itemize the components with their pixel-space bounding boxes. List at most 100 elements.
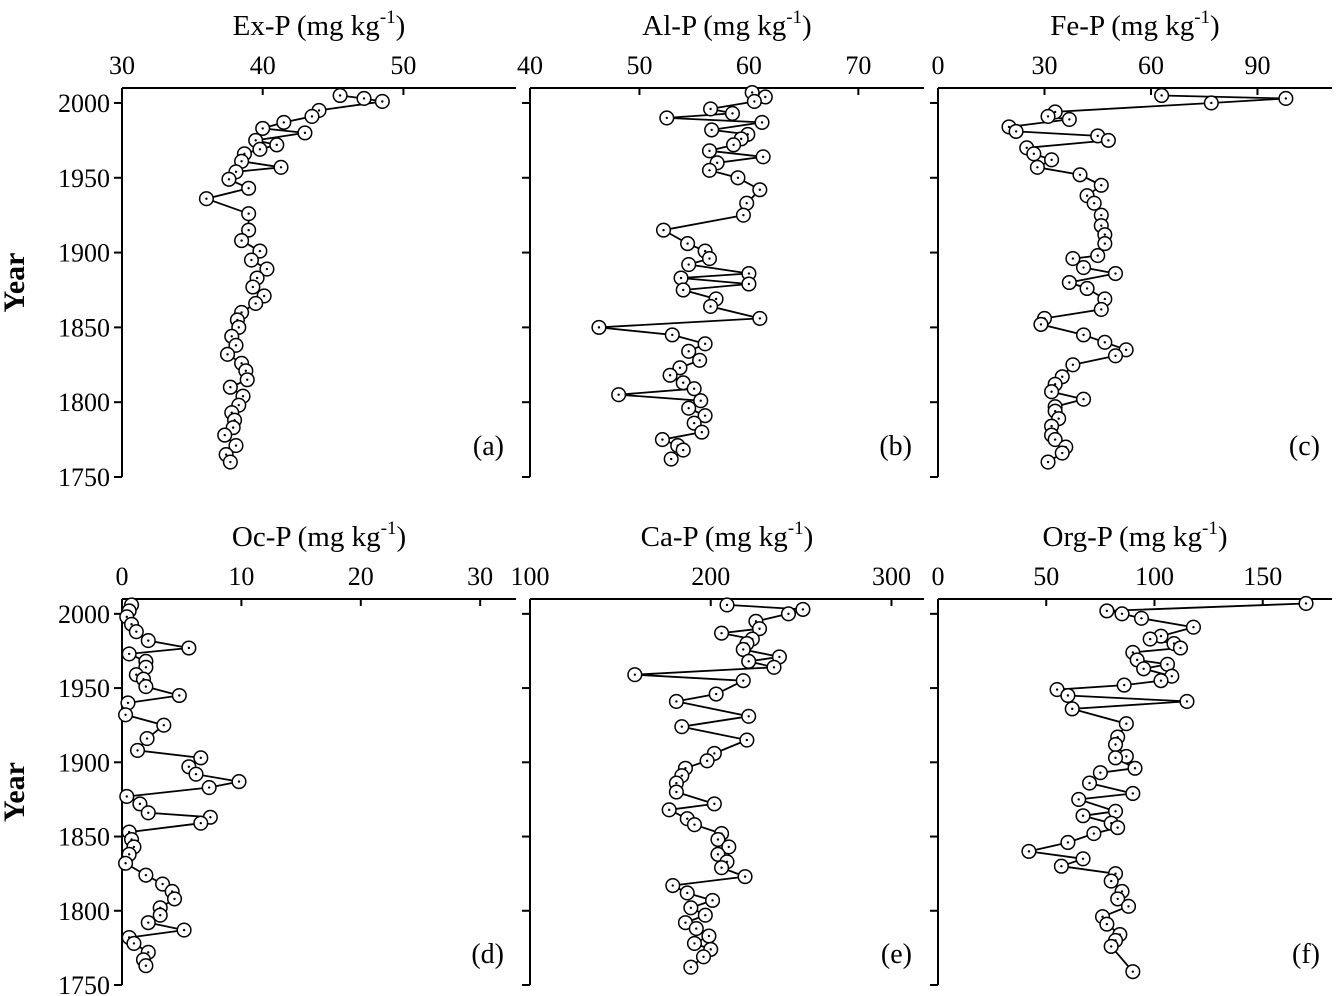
panel-title-f: Org-P (mg kg-1) [1043, 518, 1228, 553]
panel-title-d: Oc-P (mg kg-1) [232, 518, 406, 553]
data-point-b [746, 93, 762, 110]
x-tick-label-b: 40 [517, 51, 543, 80]
data-point-e [735, 673, 751, 689]
data-point-d [118, 855, 134, 871]
data-point-b [675, 442, 691, 458]
data-point-e [699, 753, 715, 769]
data-point-a [198, 191, 214, 207]
data-point-f [1116, 677, 1132, 693]
data-point-b [692, 352, 708, 368]
data-point-a [241, 222, 257, 238]
y-tick-label-a: 1900 [58, 239, 110, 268]
data-point-e [695, 949, 712, 965]
data-point-b [672, 360, 688, 376]
data-point-c [1040, 454, 1056, 470]
data-point-b [701, 162, 718, 178]
data-point-b [752, 310, 768, 326]
data-point-d [138, 679, 154, 695]
data-point-e [780, 606, 796, 622]
data-point-b [694, 424, 710, 440]
data-point-d [119, 788, 135, 805]
data-point-c [1061, 111, 1077, 127]
x-tick-label-b: 60 [736, 51, 762, 80]
data-point-e [665, 877, 681, 894]
x-tick-label-e: 300 [872, 562, 911, 591]
data-point-f [1075, 851, 1091, 867]
data-point-d [140, 805, 156, 821]
data-point-e [683, 900, 699, 916]
data-point-f [1060, 687, 1076, 704]
data-point-c [1061, 274, 1077, 291]
y-tick-label-a: 2000 [58, 89, 110, 118]
data-point-b [655, 222, 672, 238]
data-point-e [710, 831, 726, 848]
data-point-e [751, 621, 768, 637]
data-point-b [611, 387, 627, 403]
data-point-d [201, 779, 217, 796]
y-tick-label-d: 2000 [58, 600, 110, 629]
data-point-e [737, 869, 753, 885]
data-point-b [663, 451, 679, 467]
data-point-f [1125, 964, 1141, 980]
data-point-e [714, 625, 730, 641]
data-point-a [234, 233, 250, 249]
data-point-b [724, 105, 741, 121]
data-point-b [701, 143, 718, 159]
data-point-f [1114, 606, 1130, 622]
data-point-e [661, 802, 677, 818]
data-point-c [1047, 432, 1063, 448]
data-point-d [129, 742, 146, 758]
data-point-a [248, 295, 264, 311]
data-point-d [193, 750, 209, 766]
data-point-d [128, 624, 144, 640]
x-tick-label-f: 50 [1033, 562, 1059, 591]
data-point-d [140, 633, 156, 649]
data-point-b [703, 298, 719, 314]
data-point-a [222, 454, 238, 470]
y-axis-label-a: Year [0, 253, 31, 313]
data-point-a [297, 125, 313, 141]
data-point-e [697, 907, 713, 923]
data-point-f [1103, 938, 1119, 954]
x-tick-label-f: 150 [1243, 562, 1282, 591]
data-point-c [1097, 334, 1113, 350]
x-tick-label-c: 60 [1138, 51, 1164, 80]
data-point-f [1086, 826, 1102, 842]
y-tick-label-a: 1850 [58, 313, 110, 342]
data-point-c [1008, 123, 1024, 139]
data-point-d [181, 640, 197, 656]
data-point-b [591, 319, 607, 335]
data-point-c [1065, 251, 1081, 267]
data-point-e [714, 860, 730, 876]
data-point-c [1107, 348, 1124, 364]
data-point-c [1278, 90, 1294, 107]
data-point-d [138, 867, 154, 883]
data-point-e [721, 839, 737, 855]
data-point-d [231, 774, 247, 790]
data-point-a [255, 120, 271, 136]
data-point-c [1033, 316, 1049, 332]
data-point-f [1064, 701, 1080, 717]
panel-title-a: Ex-P (mg kg-1) [233, 7, 406, 42]
data-point-b [675, 375, 691, 391]
data-point-a [241, 180, 257, 196]
data-point-b [701, 251, 718, 267]
data-point-e [686, 817, 703, 833]
data-point-b [730, 170, 746, 186]
data-point-f [1071, 791, 1087, 807]
data-point-d [139, 731, 155, 747]
data-point-a [332, 87, 348, 104]
panel-e-ca-p: 100 200 300 Ca-P (mg kg-1) (e) [511, 518, 924, 986]
data-point-d [171, 687, 187, 704]
data-point-b [681, 343, 697, 359]
data-point-b [681, 256, 697, 273]
data-point-b [662, 367, 678, 383]
x-tick-label-c: 90 [1244, 51, 1270, 80]
data-point-a [217, 427, 233, 443]
data-point-f [1053, 858, 1069, 874]
data-point-a [222, 379, 238, 395]
data-point-f [1125, 785, 1141, 802]
data-point-a [304, 108, 320, 124]
x-tick-label-a: 50 [390, 51, 416, 80]
x-tick-label-d: 0 [116, 562, 129, 591]
